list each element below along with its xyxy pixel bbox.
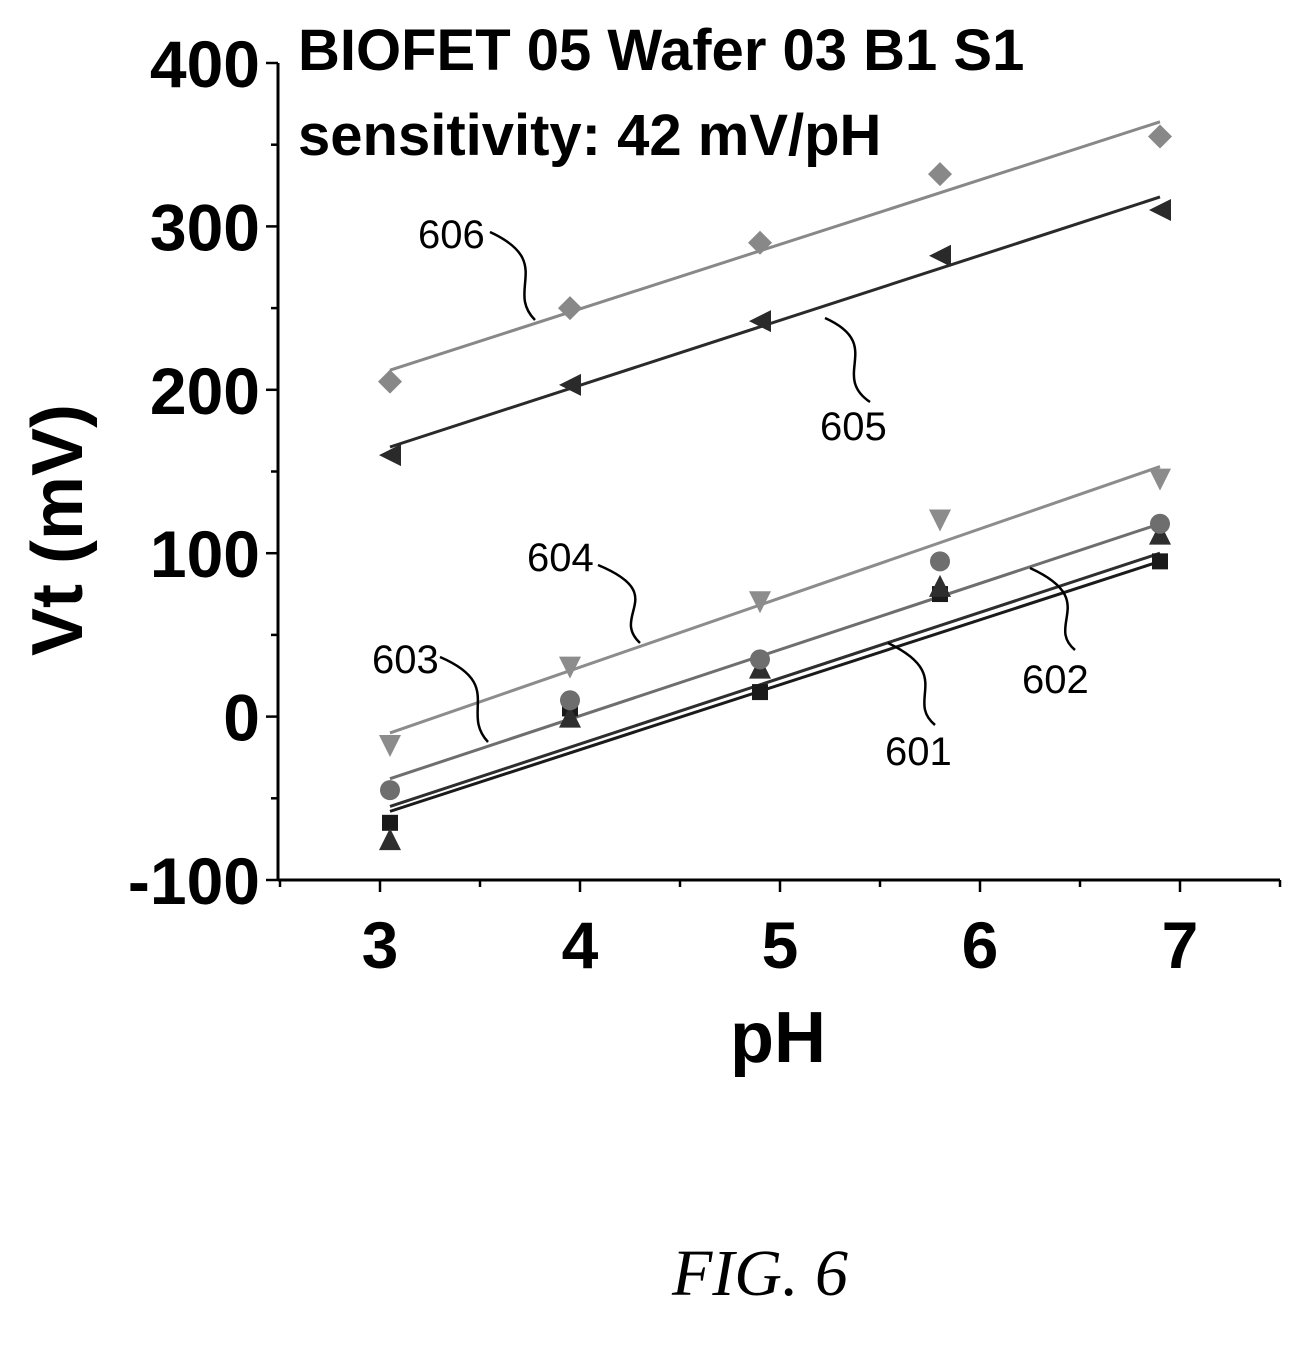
point-603 (1150, 513, 1170, 534)
point-602 (559, 705, 581, 728)
point-606 (558, 296, 582, 321)
point-606 (1148, 124, 1172, 149)
fit-line-601 (389, 559, 1161, 813)
callout-602: 602 (1022, 658, 1089, 702)
point-606 (378, 369, 402, 394)
chart-subtitle: sensitivity: 42 mV/pH (298, 103, 881, 168)
point-603 (560, 690, 580, 711)
point-603 (380, 780, 400, 801)
x-tick-label: 6 (962, 908, 999, 982)
fit-line-605 (389, 195, 1161, 449)
fit-line-603 (389, 522, 1161, 781)
y-tick-label: 0 (223, 681, 260, 755)
point-605 (559, 373, 581, 396)
point-605 (929, 244, 951, 267)
fit-line-602 (389, 551, 1161, 808)
point-605 (749, 310, 771, 333)
callout-line-603 (439, 655, 489, 743)
y-axis-title: Vt (mV) (18, 404, 98, 656)
point-601 (1152, 553, 1168, 570)
callout-line-605 (824, 316, 871, 404)
callout-line-602 (1029, 566, 1076, 651)
point-604 (929, 509, 951, 532)
callout-606: 606 (418, 213, 485, 257)
x-tick-label: 5 (762, 908, 799, 982)
point-604 (749, 591, 771, 614)
point-601 (382, 814, 398, 831)
data-points (378, 124, 1172, 851)
chart-title: BIOFET 05 Wafer 03 B1 S1 (298, 18, 1024, 83)
callout-line-601 (887, 641, 936, 726)
callout-604: 604 (527, 536, 594, 580)
point-605 (379, 444, 401, 467)
point-602 (929, 574, 951, 597)
point-605 (1149, 199, 1171, 222)
x-tick-label: 4 (562, 908, 599, 982)
fit-line-604 (389, 465, 1161, 735)
point-603 (930, 551, 950, 572)
point-604 (1149, 468, 1171, 491)
point-606 (928, 162, 952, 187)
x-axis-title: pH (730, 998, 826, 1078)
figure-caption: FIG. 6 (671, 1237, 848, 1310)
callout-line-606 (489, 230, 536, 321)
callout-603: 603 (372, 638, 439, 682)
callout-605: 605 (820, 405, 887, 449)
point-606 (748, 230, 772, 255)
axis-ticks: 3 4 5 6 7 -100 0 100 200 300 400 (128, 27, 1282, 982)
callout-601: 601 (885, 730, 952, 774)
point-603 (750, 649, 770, 670)
x-tick-label: 7 (1162, 908, 1199, 982)
y-tick-label: 400 (150, 27, 260, 101)
fit-lines (389, 120, 1161, 813)
callout-line-604 (597, 563, 641, 644)
y-tick-label: 200 (150, 354, 260, 428)
point-604 (559, 656, 581, 679)
fit-line-606 (389, 120, 1161, 372)
point-604 (379, 735, 401, 758)
point-601 (752, 684, 768, 701)
y-tick-label: -100 (128, 844, 260, 918)
x-tick-label: 3 (362, 908, 399, 982)
y-tick-label: 300 (150, 190, 260, 264)
point-602 (379, 828, 401, 851)
y-tick-label: 100 (150, 517, 260, 591)
